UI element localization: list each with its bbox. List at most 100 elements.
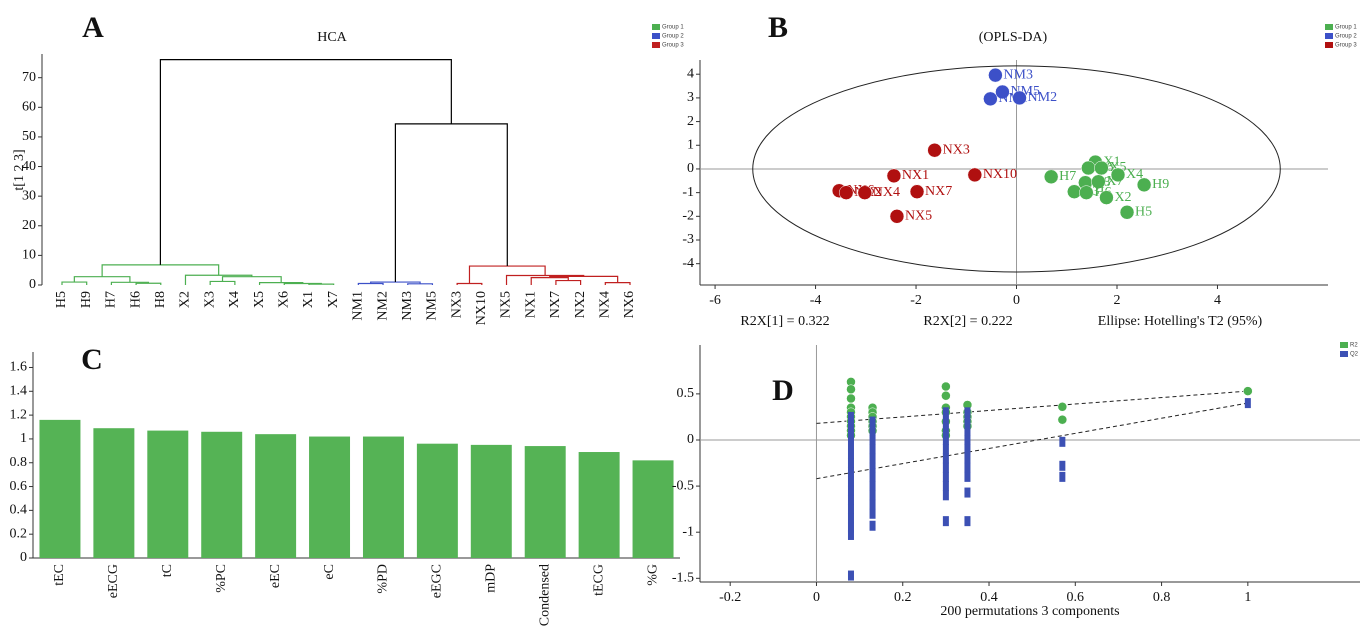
point — [869, 508, 876, 519]
annotation: R2X[2] = 0.222 — [923, 314, 1012, 329]
point-label: NM2 — [1028, 90, 1058, 105]
point — [847, 504, 854, 515]
legend-swatch — [652, 42, 660, 48]
point — [1057, 402, 1068, 412]
point — [964, 453, 971, 464]
x-tick-label: 1 — [1244, 590, 1251, 605]
dendrogram-link — [394, 123, 508, 283]
x-tick-label: 0 — [813, 590, 820, 605]
x-tick-label: mDP — [484, 564, 499, 593]
point — [964, 425, 971, 436]
point — [942, 425, 949, 436]
x-tick-label: eEC — [268, 564, 283, 588]
x-axis-label: 200 permutations 3 components — [940, 604, 1119, 619]
legend-label: Q2 — [1350, 352, 1359, 358]
point — [964, 416, 971, 427]
point — [983, 91, 998, 107]
y-tick-label: 0 — [20, 550, 27, 565]
point — [1043, 169, 1059, 185]
leaf-label: H9 — [79, 291, 94, 308]
point — [941, 381, 951, 392]
point — [927, 142, 942, 158]
leaf-label: NX10 — [474, 291, 489, 325]
point — [847, 448, 854, 459]
y-tick-label: -1.5 — [672, 571, 694, 586]
legend-label: Group 1 — [662, 25, 684, 31]
y-axis-label: t[1 2 3] — [12, 149, 27, 190]
point-label: NX1 — [902, 168, 929, 183]
point — [942, 407, 949, 418]
point — [964, 444, 971, 455]
y-tick-label: 0.5 — [677, 386, 695, 401]
x-tick-label: eECG — [106, 564, 121, 598]
x-tick-label: -6 — [709, 293, 721, 308]
dendrogram-link — [258, 282, 304, 285]
x-tick-label: eEGC — [430, 564, 445, 598]
dendrogram-link — [308, 283, 335, 285]
leaf-label: X7 — [326, 291, 341, 308]
y-tick-label: -2 — [682, 209, 694, 224]
y-tick-label: 1 — [687, 137, 694, 152]
y-tick-label: 1 — [20, 431, 27, 446]
leaf-label: H8 — [153, 291, 168, 308]
point — [995, 84, 1010, 100]
y-tick-label: 1.6 — [10, 360, 28, 375]
x-tick-label: eC — [322, 564, 337, 580]
point-label: H5 — [1135, 205, 1152, 220]
point — [869, 434, 876, 445]
point — [964, 407, 971, 418]
x-tick-label: 0.4 — [980, 590, 998, 605]
point — [847, 476, 854, 487]
leaf-label: X6 — [276, 291, 291, 308]
y-tick-label: 0 — [687, 161, 694, 176]
y-tick-label: 50 — [22, 129, 36, 144]
point — [857, 185, 873, 200]
dendrogram-link — [407, 283, 434, 285]
bar — [416, 443, 458, 558]
leaf-label: NM1 — [351, 291, 366, 321]
panel-label: D — [772, 374, 794, 407]
point — [889, 209, 905, 224]
legend-label: Group 2 — [662, 34, 684, 40]
bar — [255, 434, 297, 558]
dendrogram-link — [549, 275, 619, 283]
x-tick-label: -2 — [910, 293, 922, 308]
y-tick-label: 20 — [22, 218, 36, 233]
point-label: X4 — [1126, 167, 1143, 182]
y-tick-label: 40 — [22, 159, 36, 174]
dendrogram-link — [73, 276, 131, 283]
point-label: NX5 — [905, 209, 932, 224]
point-label: NX7 — [925, 184, 952, 199]
point — [869, 471, 876, 482]
bar — [470, 444, 512, 558]
y-tick-label: 1.2 — [10, 407, 28, 422]
point — [847, 421, 854, 432]
panel-label: B — [768, 11, 788, 44]
point-label: H7 — [1059, 169, 1076, 184]
y-tick-label: -1 — [682, 524, 694, 539]
annotation: R2X[1] = 0.322 — [740, 314, 829, 329]
point — [967, 167, 983, 183]
x-tick-label: %PC — [214, 564, 229, 593]
point — [964, 516, 971, 527]
bar — [201, 431, 243, 558]
point — [847, 439, 854, 450]
point — [847, 529, 854, 540]
legend-swatch — [1325, 33, 1333, 39]
y-tick-label: -4 — [682, 256, 694, 271]
x-tick-label: 2 — [1113, 293, 1120, 308]
point — [942, 453, 949, 464]
x-tick-label: %PD — [376, 564, 391, 594]
leaf-label: X4 — [227, 291, 242, 308]
point — [847, 513, 854, 524]
point — [1136, 177, 1152, 193]
y-tick-label: 30 — [22, 188, 36, 203]
bar — [147, 430, 189, 558]
x-tick-label: Condensed — [537, 564, 552, 626]
point — [909, 184, 925, 199]
bar — [362, 436, 404, 558]
y-tick-label: 1.4 — [10, 384, 28, 399]
panel-label: C — [81, 343, 103, 376]
dendrogram-link — [110, 281, 150, 285]
x-tick-label: -4 — [810, 293, 822, 308]
